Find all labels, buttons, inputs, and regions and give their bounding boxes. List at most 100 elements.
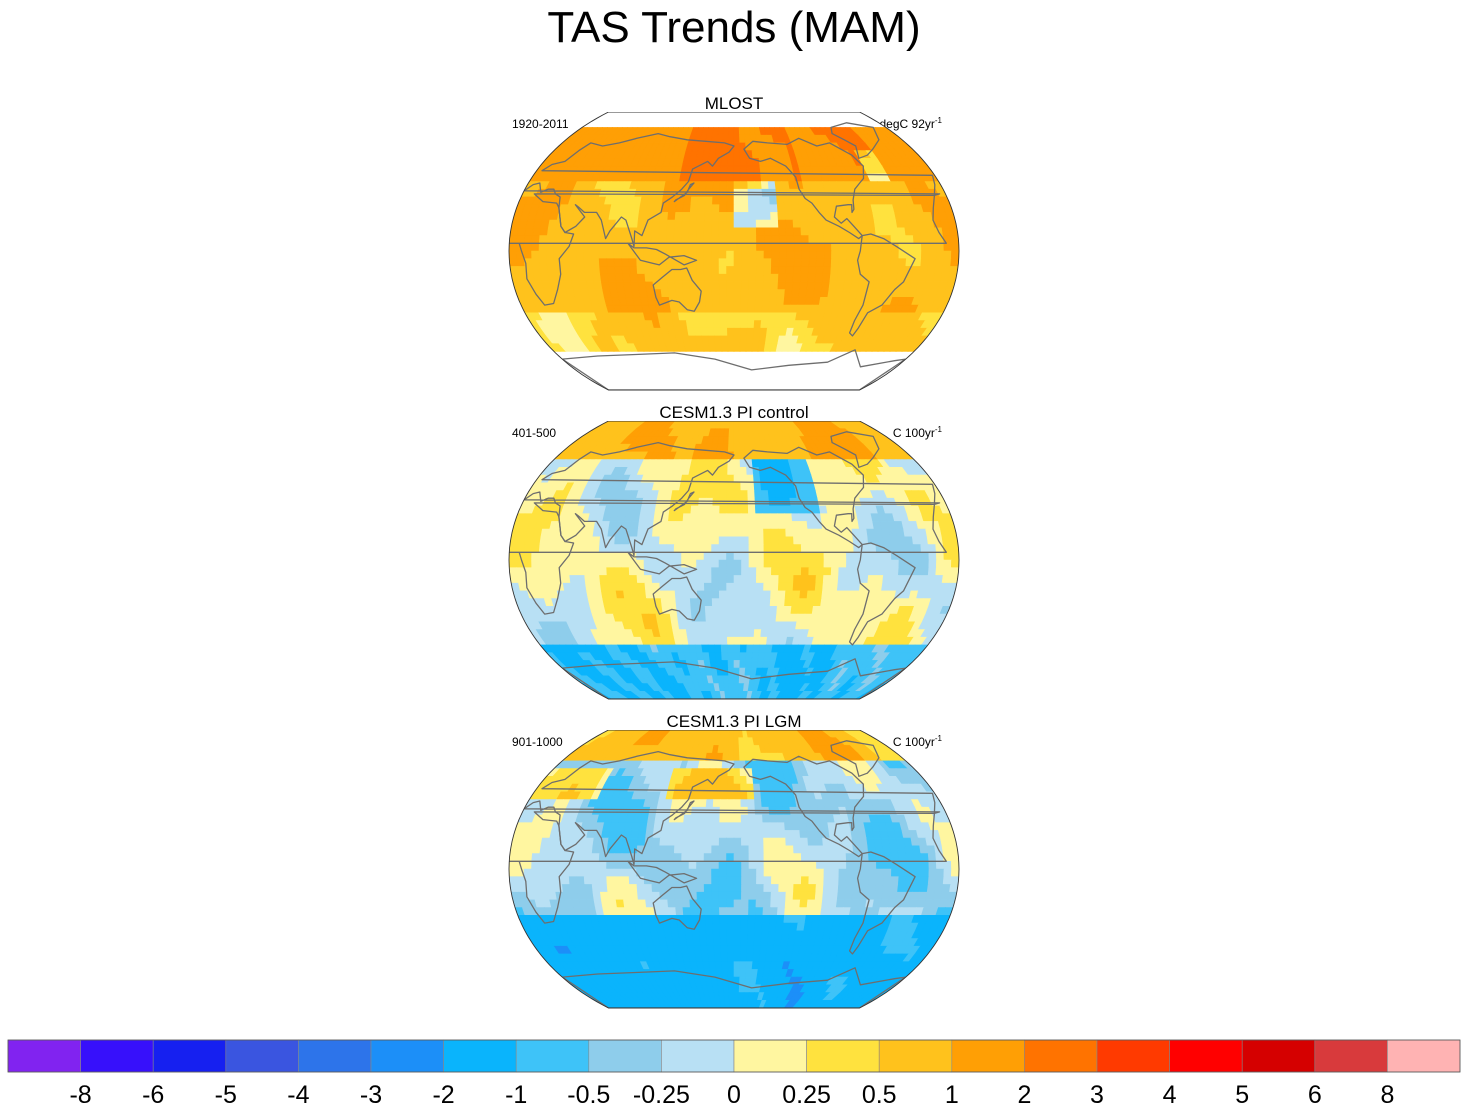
map-cell xyxy=(748,528,757,538)
map-cell xyxy=(659,219,668,229)
map-cell xyxy=(875,567,885,576)
map-cell xyxy=(912,853,922,862)
map-cell xyxy=(791,513,801,522)
map-cell xyxy=(785,528,794,538)
map-cell xyxy=(762,606,771,615)
map-cell xyxy=(748,598,757,607)
map-cell xyxy=(741,567,750,576)
map-cell xyxy=(752,335,761,344)
map-cell xyxy=(717,127,725,136)
map-cell xyxy=(838,258,847,267)
map-cell xyxy=(719,196,728,205)
map-cell xyxy=(763,250,772,260)
map-cell xyxy=(546,575,557,584)
map-cell xyxy=(643,853,653,862)
map-cell xyxy=(927,258,937,267)
map-cell xyxy=(703,559,712,569)
map-cell xyxy=(793,227,802,236)
map-cell xyxy=(701,335,710,344)
map-cell xyxy=(837,575,847,584)
map-cell xyxy=(700,327,709,337)
map-cell xyxy=(711,513,720,522)
map-cell xyxy=(673,250,682,260)
map-cell xyxy=(769,505,778,514)
map-cell xyxy=(696,845,705,854)
map-cell xyxy=(692,320,702,329)
map-cell xyxy=(711,582,720,592)
map-cell xyxy=(538,258,548,267)
map-cell xyxy=(649,690,664,699)
map-cell xyxy=(672,690,685,699)
map-cell xyxy=(770,266,780,275)
map-cell xyxy=(756,559,765,569)
map-cell xyxy=(943,250,952,260)
map-cell xyxy=(874,536,884,545)
map-cell xyxy=(644,227,653,236)
map-cell xyxy=(711,845,720,854)
map-cell xyxy=(728,745,735,754)
map-cell xyxy=(700,636,709,646)
map-cell xyxy=(740,629,748,638)
map-cell xyxy=(546,250,555,260)
map-cell xyxy=(785,273,794,283)
map-cell xyxy=(569,575,579,584)
map-cell xyxy=(800,235,810,244)
map-cell xyxy=(616,690,635,699)
map-cell xyxy=(791,822,801,831)
map-cell xyxy=(906,551,915,561)
map-cell xyxy=(643,860,652,870)
map-cell xyxy=(713,482,722,491)
map-cell xyxy=(778,559,787,569)
map-cell xyxy=(615,590,625,599)
map-cell xyxy=(873,837,883,847)
map-cell xyxy=(584,575,594,584)
map-cell xyxy=(599,266,609,275)
map-cell xyxy=(920,250,930,260)
coastline-greenland xyxy=(830,122,880,159)
map-cell xyxy=(800,273,809,283)
map-cell xyxy=(778,250,787,260)
map-cell xyxy=(726,188,735,198)
map-cell xyxy=(740,490,749,499)
map-cell xyxy=(754,304,763,314)
map-cell xyxy=(770,582,779,592)
map-cell xyxy=(791,204,801,213)
map-cell xyxy=(667,822,677,831)
map-cell xyxy=(760,791,769,800)
map-cell xyxy=(681,273,691,283)
map-cell xyxy=(584,227,594,236)
map-cell xyxy=(800,258,810,267)
map-cell xyxy=(783,606,792,615)
map-cell xyxy=(777,521,786,530)
map-cell xyxy=(763,266,772,275)
map-cell xyxy=(711,235,720,244)
map-cell xyxy=(718,227,727,236)
map-cell xyxy=(740,312,749,321)
map-cell xyxy=(532,845,542,854)
map-cell xyxy=(778,544,787,553)
map-cell xyxy=(613,544,623,553)
map-cell xyxy=(741,837,750,847)
map-cell xyxy=(866,528,876,538)
map-cell xyxy=(805,204,815,213)
map-cell xyxy=(628,258,638,267)
map-cell xyxy=(891,559,900,569)
map-cell xyxy=(740,830,750,839)
map-cell xyxy=(816,559,825,569)
map-cell xyxy=(756,567,765,576)
map-cell xyxy=(720,791,728,800)
map-cell xyxy=(658,551,667,561)
map-cell xyxy=(814,219,824,229)
map-cell xyxy=(763,551,772,561)
map-cell xyxy=(741,536,750,545)
map-cell xyxy=(823,853,832,862)
map-cell xyxy=(585,582,595,592)
map-cell xyxy=(728,127,735,136)
map-cell xyxy=(707,636,715,646)
map-cell xyxy=(800,582,809,592)
map-cell xyxy=(712,799,721,808)
map-cell xyxy=(660,598,670,607)
map-cell xyxy=(813,281,823,290)
map-cell xyxy=(592,219,602,229)
map-cell xyxy=(531,559,540,569)
